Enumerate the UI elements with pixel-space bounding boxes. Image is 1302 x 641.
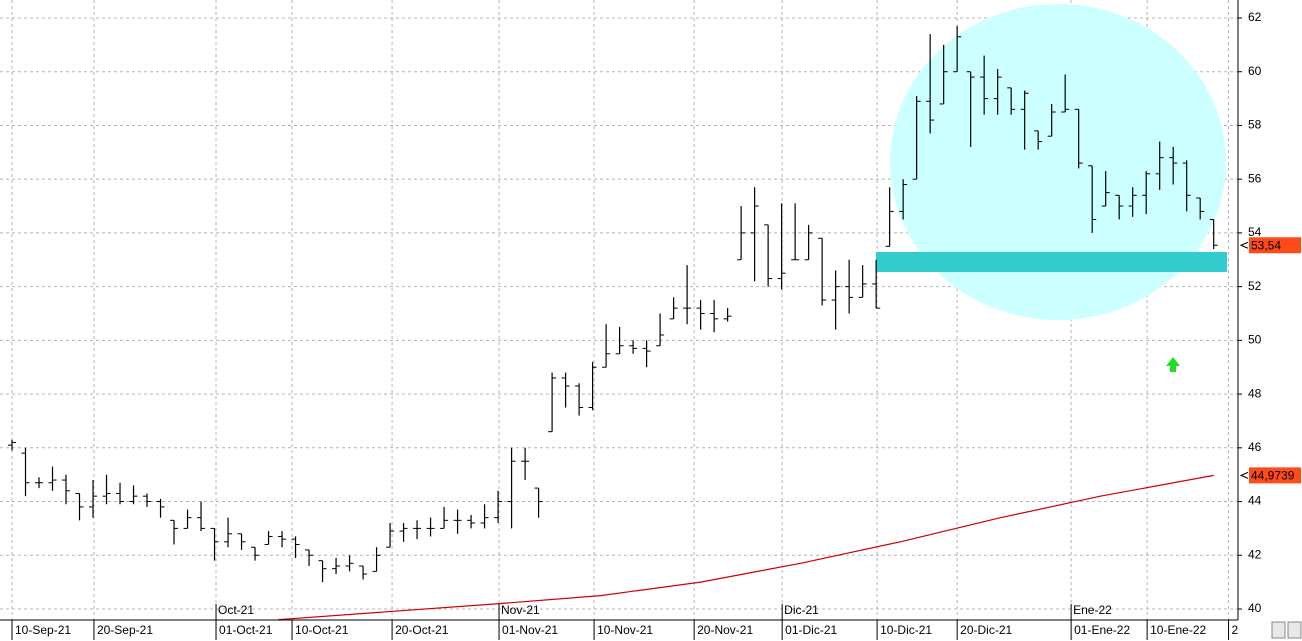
y-tick-label: 48 (1248, 386, 1262, 400)
price-tag-label: 44,9739 (1251, 469, 1295, 483)
x-tick-label: 01-Dic-21 (785, 623, 837, 637)
x-tick-label: 10-Dic-21 (880, 623, 932, 637)
x-tick-label: 10-Oct-21 (295, 623, 349, 637)
y-tick-label: 52 (1248, 279, 1262, 293)
price-pointer (1239, 241, 1249, 249)
y-tick-label: 40 (1248, 601, 1262, 615)
y-tick-label: 62 (1248, 10, 1262, 24)
x-tick-label: 20-Nov-21 (697, 623, 753, 637)
x-tick-label: 2 (1232, 623, 1239, 637)
y-tick-label: 56 (1248, 171, 1262, 185)
month-label: Oct-21 (218, 603, 254, 617)
y-tick-label: 50 (1248, 333, 1262, 347)
grid (0, 0, 1238, 620)
y-tick-label: 54 (1248, 225, 1262, 239)
x-tick-label: 10-Sep-21 (15, 623, 71, 637)
x-tick-label: 10-Ene-22 (1150, 623, 1206, 637)
x-tick-label: 20-Sep-21 (97, 623, 153, 637)
x-tick-label: 01-Ene-22 (1074, 623, 1130, 637)
moving-average (277, 474, 1214, 621)
x-tick-label: 10-Nov-21 (597, 623, 653, 637)
x-tick-label: 01-Oct-21 (219, 623, 273, 637)
y-tick-label: 44 (1248, 494, 1262, 508)
toolbar-icon[interactable] (1271, 621, 1286, 639)
month-label: Dic-21 (784, 603, 819, 617)
y-tick-label: 46 (1248, 440, 1262, 454)
y-tick-label: 42 (1248, 547, 1262, 561)
y-tick-label: 58 (1248, 118, 1262, 132)
marks (8, 26, 1218, 621)
toolbar-icon[interactable] (1287, 621, 1302, 639)
price-tag-label: 53,54 (1251, 238, 1281, 252)
up-arrow (1166, 357, 1180, 372)
month-label: Ene-22 (1073, 603, 1112, 617)
x-tick-label: 20-Oct-21 (395, 623, 449, 637)
price-tag (1249, 237, 1301, 254)
y-tick-label: 60 (1248, 64, 1262, 78)
x-tick-label: 01-Nov-21 (502, 623, 558, 637)
price-pointer (1239, 471, 1249, 479)
support-zone (876, 252, 1227, 272)
price-tag (1249, 467, 1301, 484)
highlight-circle (890, 4, 1226, 320)
month-label: Nov-21 (501, 603, 540, 617)
x-tick-label: 20-Dic-21 (960, 623, 1012, 637)
